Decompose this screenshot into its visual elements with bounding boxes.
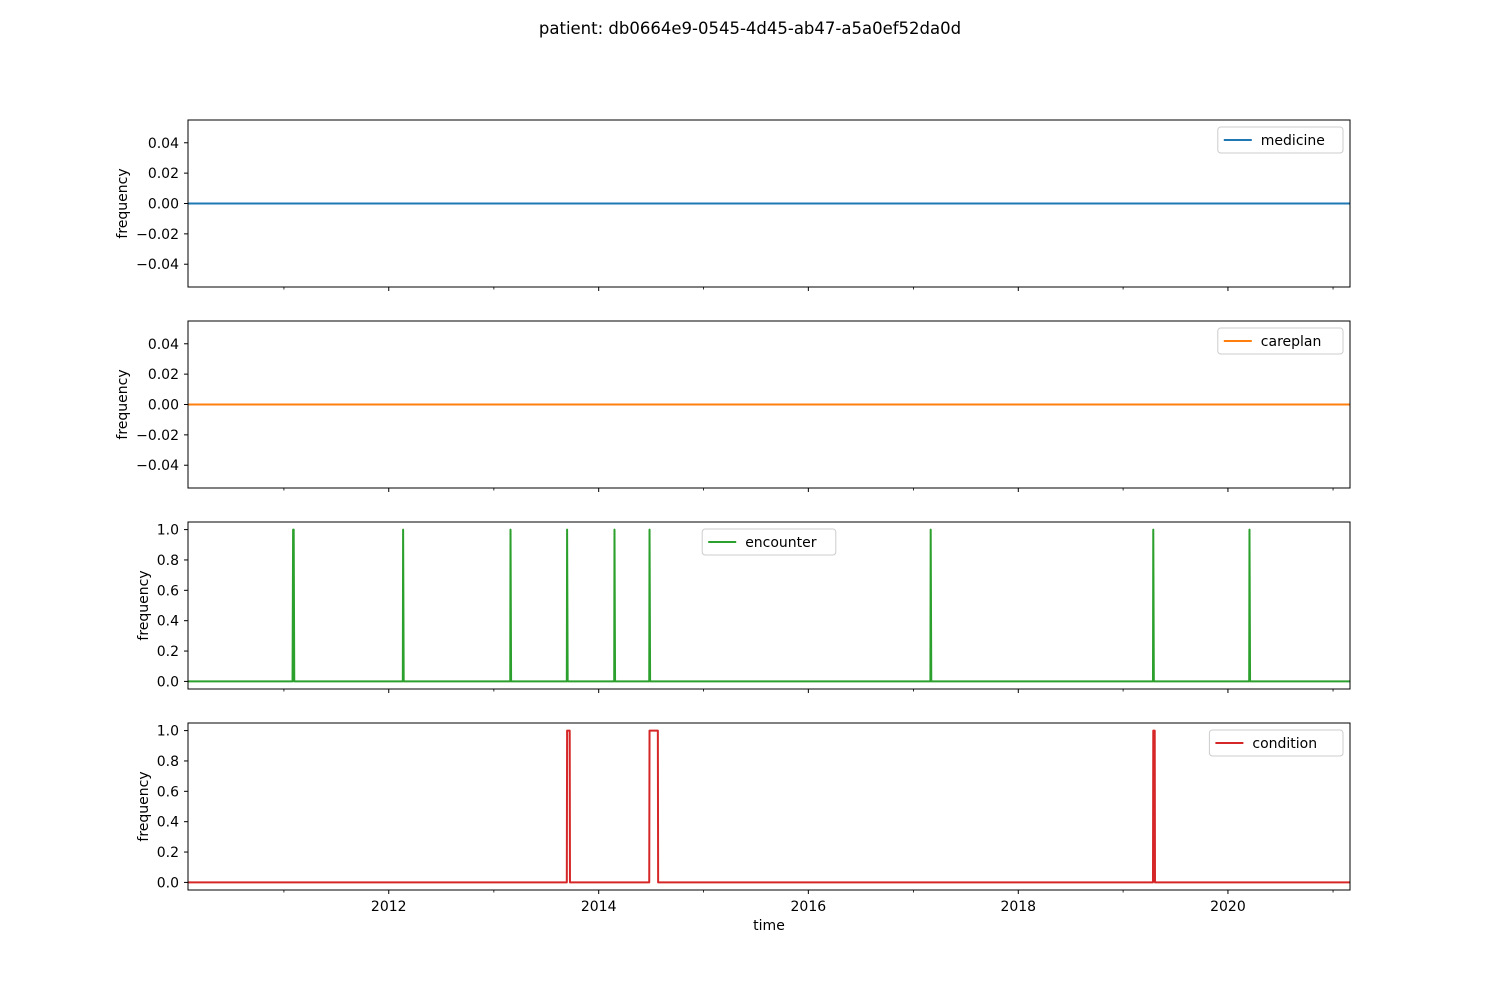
y-axis-label: frequency (115, 369, 131, 439)
y-tick-label: 0.6 (157, 583, 179, 599)
subplot-panels: 0.040.020.00−0.02−0.04frequencymedicine0… (115, 119, 1351, 934)
y-tick-label: 0.00 (148, 398, 179, 414)
legend-box (1217, 126, 1344, 154)
x-tick-label: 2020 (1210, 899, 1246, 915)
x-tick-label: 2016 (791, 899, 827, 915)
x-tick-label: 2012 (371, 899, 407, 915)
y-tick-label: 0.8 (157, 754, 179, 770)
x-tick-label: 2014 (581, 899, 617, 915)
legend-box (1208, 729, 1344, 757)
y-tick-label: 0.4 (157, 815, 179, 831)
y-tick-label: 1.0 (157, 523, 179, 539)
y-tick-label: 0.00 (148, 197, 179, 213)
plot-frame (187, 521, 1351, 690)
y-tick-label: 0.6 (157, 784, 179, 800)
figure-title: patient: db0664e9-0545-4d45-ab47-a5a0ef5… (539, 19, 961, 38)
y-tick-label: 0.02 (148, 367, 179, 383)
legend: condition (1208, 729, 1344, 757)
y-tick-label: 1.0 (157, 724, 179, 740)
subplot-condition: 1.0 0.8 0.6 0.4 0.2 0.0 2012 2014 2016 2018 2020 fr… (136, 722, 1351, 934)
subplot-careplan: 0.04 0.02 0.00 −0.02 −0.04 frequency careplan (115, 320, 1351, 492)
legend-label: encounter (745, 535, 817, 551)
y-tick-label: 0.2 (157, 644, 179, 660)
series-line-condition (188, 729, 1350, 884)
legend-label: medicine (1261, 133, 1325, 149)
y-tick-label: −0.02 (136, 227, 179, 243)
plot-frame (187, 320, 1351, 489)
x-axis-label: time (753, 918, 785, 934)
y-tick-label: 0.04 (148, 337, 179, 353)
legend: careplan (1217, 327, 1344, 355)
series-line-encounter (188, 528, 1350, 683)
legend-box (1217, 327, 1344, 355)
y-tick-label: 0.0 (157, 875, 179, 891)
y-tick-label: 0.0 (157, 674, 179, 690)
plot-frame (187, 119, 1351, 288)
legend-box (701, 528, 837, 556)
y-tick-label: 0.2 (157, 845, 179, 861)
subplot-encounter: 1.0 0.8 0.6 0.4 0.2 0.0 frequency encounter (136, 521, 1351, 693)
y-tick-label: 0.4 (157, 614, 179, 630)
subplot-medicine: 0.04 0.02 0.00 −0.02 −0.04 frequency medicine (115, 119, 1351, 291)
plot-frame (187, 722, 1351, 891)
y-tick-label: 0.8 (157, 553, 179, 569)
y-tick-label: −0.04 (136, 458, 179, 474)
y-axis-label: frequency (136, 771, 152, 841)
legend: medicine (1217, 126, 1344, 154)
x-tick-label: 2018 (1000, 899, 1036, 915)
y-axis-label: frequency (136, 570, 152, 640)
y-tick-label: −0.02 (136, 428, 179, 444)
y-tick-label: 0.02 (148, 166, 179, 182)
legend-label: condition (1252, 736, 1317, 752)
y-tick-label: −0.04 (136, 257, 179, 273)
y-tick-label: 0.04 (148, 136, 179, 152)
legend: encounter (701, 528, 837, 556)
y-axis-label: frequency (115, 168, 131, 238)
legend-label: careplan (1261, 334, 1322, 350)
